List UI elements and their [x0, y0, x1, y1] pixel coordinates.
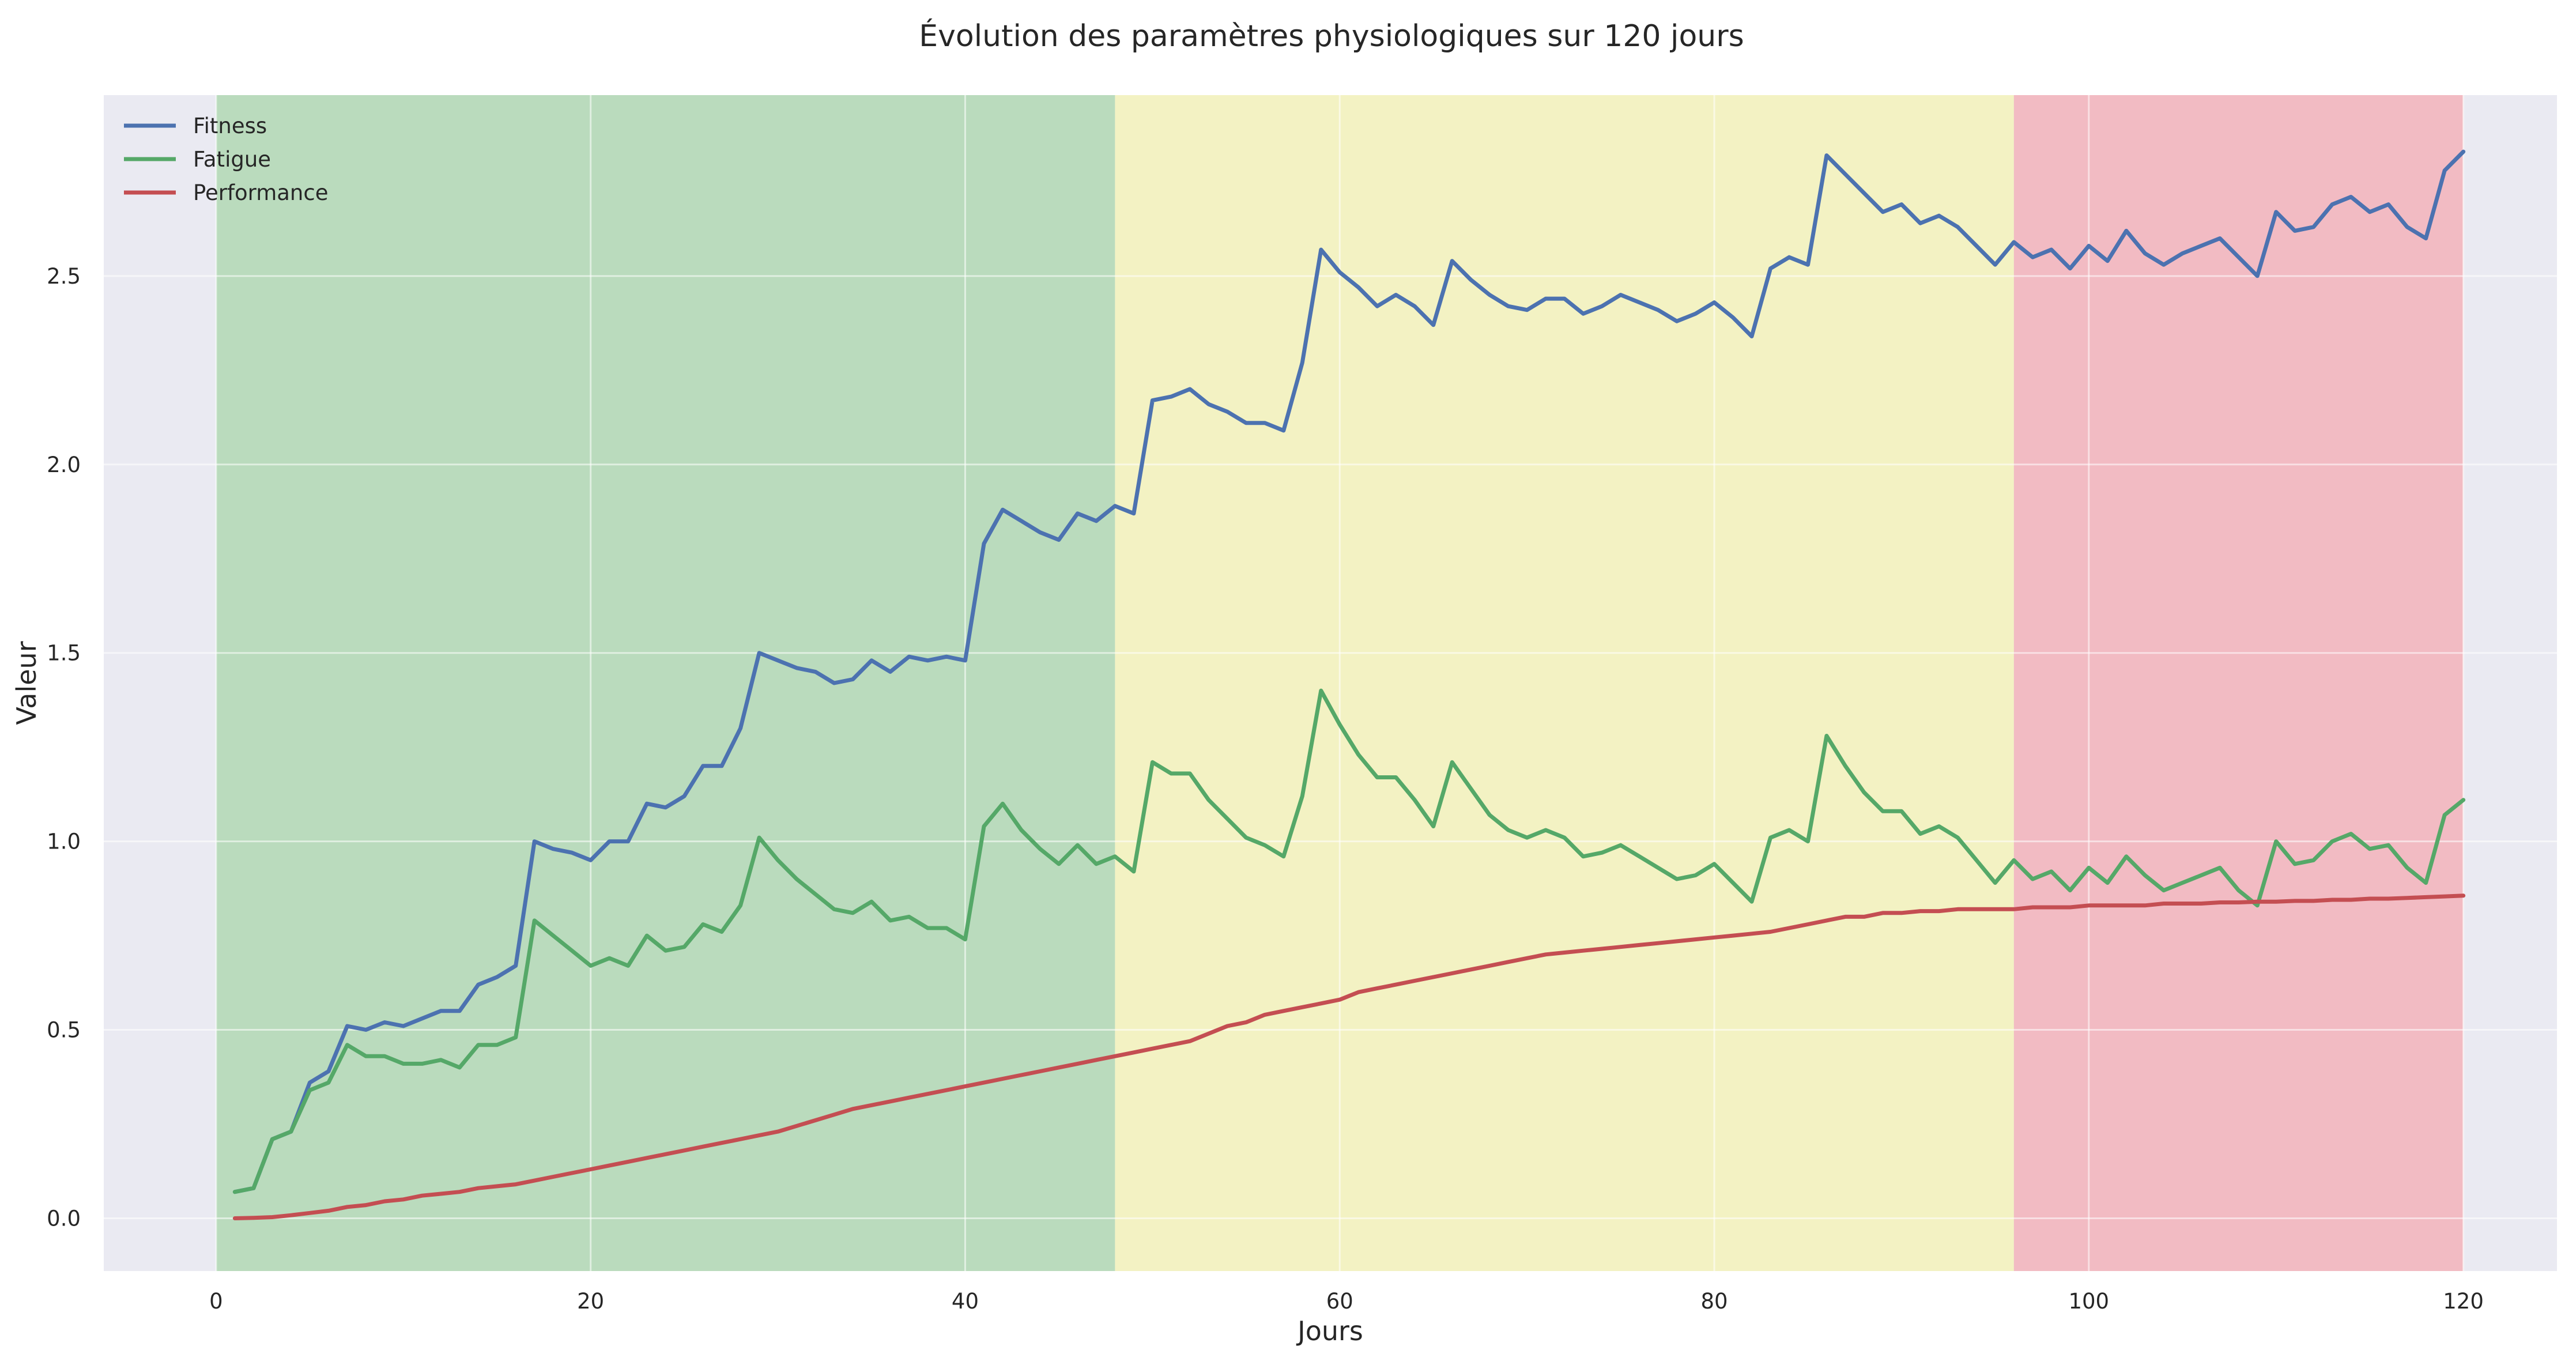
- chart-title: Évolution des paramètres physiologiques …: [919, 18, 1744, 54]
- phase-region-3: [2013, 95, 2464, 1271]
- phase-region-2: [1115, 95, 2014, 1271]
- series-lines: [232, 149, 2466, 1220]
- x-axis-label: Jours: [1296, 1315, 1363, 1347]
- x-tick-label: 60: [1326, 1289, 1353, 1314]
- tick-labels: 0.0 0.5 1.0 1.5 2.0 2.5 0 20 40 60 80 100 120: [47, 264, 2484, 1314]
- y-tick-label: 0.0: [47, 1206, 81, 1231]
- legend: Fitness Fatigue Performance: [124, 114, 328, 205]
- x-tick-label: 40: [952, 1289, 979, 1314]
- series-line-performance: [232, 893, 2466, 1220]
- legend-label-fitness: Fitness: [193, 114, 267, 138]
- y-tick-label: 1.0: [47, 829, 81, 854]
- legend-label-fatigue: Fatigue: [193, 147, 271, 172]
- x-tick-label: 100: [2068, 1289, 2109, 1314]
- series-line-fatigue: [232, 688, 2466, 1194]
- grid-lines: [104, 95, 2557, 1271]
- x-tick-label: 80: [1700, 1289, 1728, 1314]
- series-line-fitness: [232, 149, 2466, 1194]
- y-tick-label: 2.0: [47, 453, 81, 477]
- phase-region-1: [216, 95, 1115, 1271]
- y-tick-label: 2.5: [47, 264, 81, 289]
- y-tick-label: 1.5: [47, 641, 81, 666]
- y-tick-label: 0.5: [47, 1018, 81, 1043]
- x-tick-label: 120: [2443, 1289, 2484, 1314]
- legend-label-performance: Performance: [193, 180, 328, 205]
- x-tick-label: 20: [577, 1289, 604, 1314]
- x-tick-label: 0: [209, 1289, 223, 1314]
- y-axis-label: Valeur: [11, 641, 42, 725]
